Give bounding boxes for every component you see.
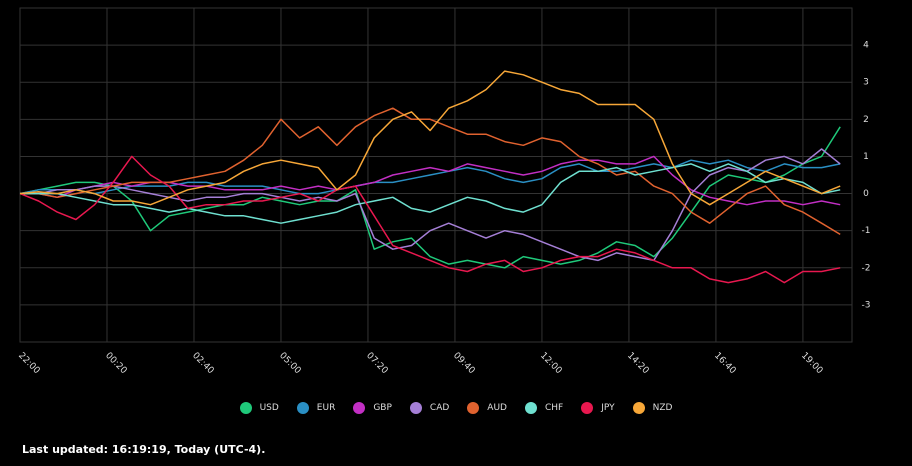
legend-item[interactable]: CHF xyxy=(524,402,564,414)
x-tick-label: 12:00 xyxy=(538,351,564,377)
y-tick-label: -3 xyxy=(862,300,871,310)
series-line xyxy=(20,155,841,206)
legend-swatch xyxy=(239,402,252,414)
legend-label: NZD xyxy=(652,403,673,413)
legend-item[interactable]: NZD xyxy=(632,402,673,414)
x-tick-label: 14:20 xyxy=(625,351,651,377)
y-tick-label: 1 xyxy=(863,152,869,162)
legend-item[interactable]: JPY xyxy=(581,402,615,414)
x-tick-label: 02:40 xyxy=(190,351,216,377)
y-tick-label: 0 xyxy=(863,189,869,199)
legend-item[interactable]: USD xyxy=(239,402,279,414)
series-line xyxy=(19,155,841,284)
legend-swatch xyxy=(353,402,366,414)
legend-item[interactable]: EUR xyxy=(296,402,336,414)
x-tick-label: 05:00 xyxy=(277,351,303,377)
x-tick-label: 00:20 xyxy=(103,351,129,377)
chart: -3 -2 -1 0 1 2 3 4 22:00 00:20 02:40 05:00 07:20 09:4… xyxy=(16,7,871,377)
legend-swatch xyxy=(467,402,480,414)
legend-item[interactable]: CAD xyxy=(409,402,450,414)
x-tick-label: 09:40 xyxy=(451,351,477,377)
legend-label: CHF xyxy=(544,403,564,413)
legend-item[interactable]: GBP xyxy=(353,402,392,414)
y-tick-label: -2 xyxy=(862,263,871,273)
last-updated: Last updated: 16:19:19, Today (UTC-4). xyxy=(22,443,266,456)
legend-label: JPY xyxy=(601,403,615,413)
legend-label: CAD xyxy=(429,403,450,413)
x-tick-label: 22:00 xyxy=(16,351,42,377)
x-tick-label: 07:20 xyxy=(364,351,390,377)
legend-label: USD xyxy=(259,403,279,413)
series-line xyxy=(19,70,841,206)
legend-swatch xyxy=(409,402,422,414)
y-tick-label: 3 xyxy=(863,78,869,88)
y-tick-label: -1 xyxy=(862,226,871,236)
legend-swatch xyxy=(524,402,537,414)
series-line xyxy=(19,126,841,269)
legend-label: EUR xyxy=(316,403,336,413)
series-line xyxy=(20,163,841,224)
y-tick-label: 2 xyxy=(863,115,869,125)
series-line xyxy=(19,159,841,195)
legend: USD EUR GBP CAD AUD CHF JPY NZD xyxy=(0,402,912,414)
legend-label: AUD xyxy=(487,403,507,413)
legend-swatch xyxy=(581,402,594,414)
legend-label: GBP xyxy=(373,403,392,413)
legend-item[interactable]: AUD xyxy=(467,402,507,414)
series-line xyxy=(20,148,841,262)
x-tick-label: 19:00 xyxy=(799,351,825,377)
legend-swatch xyxy=(296,402,309,414)
x-tick-label: 16:40 xyxy=(712,351,738,377)
legend-swatch xyxy=(632,402,645,414)
y-tick-label: 4 xyxy=(863,41,869,51)
series-line xyxy=(20,107,841,236)
